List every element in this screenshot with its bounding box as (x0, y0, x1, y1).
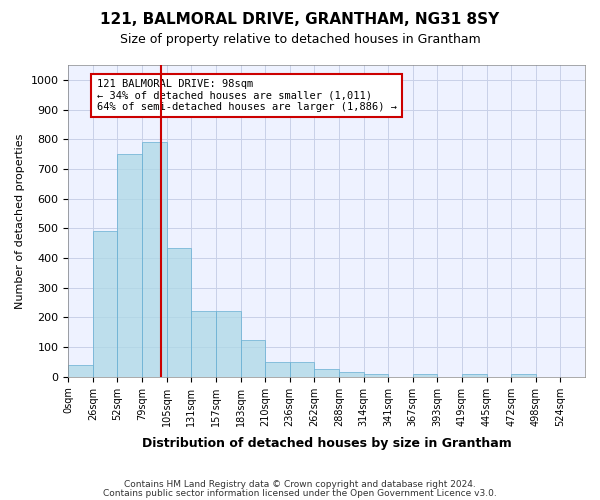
X-axis label: Distribution of detached houses by size in Grantham: Distribution of detached houses by size … (142, 437, 512, 450)
Bar (142, 142, 167, 377)
Bar (191, 312, 216, 377)
Bar (364, 374, 388, 377)
Bar (462, 374, 487, 377)
Text: 121, BALMORAL DRIVE, GRANTHAM, NG31 8SY: 121, BALMORAL DRIVE, GRANTHAM, NG31 8SY (100, 12, 500, 28)
Bar (290, 362, 314, 377)
Bar (93, 232, 118, 377)
Bar (314, 370, 339, 377)
Bar (511, 374, 536, 377)
Bar (339, 372, 364, 377)
Bar (167, 248, 191, 377)
Y-axis label: Number of detached properties: Number of detached properties (15, 133, 25, 308)
Bar (241, 340, 265, 377)
Text: Contains HM Land Registry data © Crown copyright and database right 2024.: Contains HM Land Registry data © Crown c… (124, 480, 476, 489)
Bar (68, 365, 93, 377)
Text: 121 BALMORAL DRIVE: 98sqm
← 34% of detached houses are smaller (1,011)
64% of se: 121 BALMORAL DRIVE: 98sqm ← 34% of detac… (97, 79, 397, 112)
Bar (413, 374, 437, 377)
Bar (118, 154, 142, 377)
Text: Size of property relative to detached houses in Grantham: Size of property relative to detached ho… (119, 32, 481, 46)
Bar (265, 362, 290, 377)
Text: Contains public sector information licensed under the Open Government Licence v3: Contains public sector information licen… (103, 489, 497, 498)
Bar (216, 312, 241, 377)
